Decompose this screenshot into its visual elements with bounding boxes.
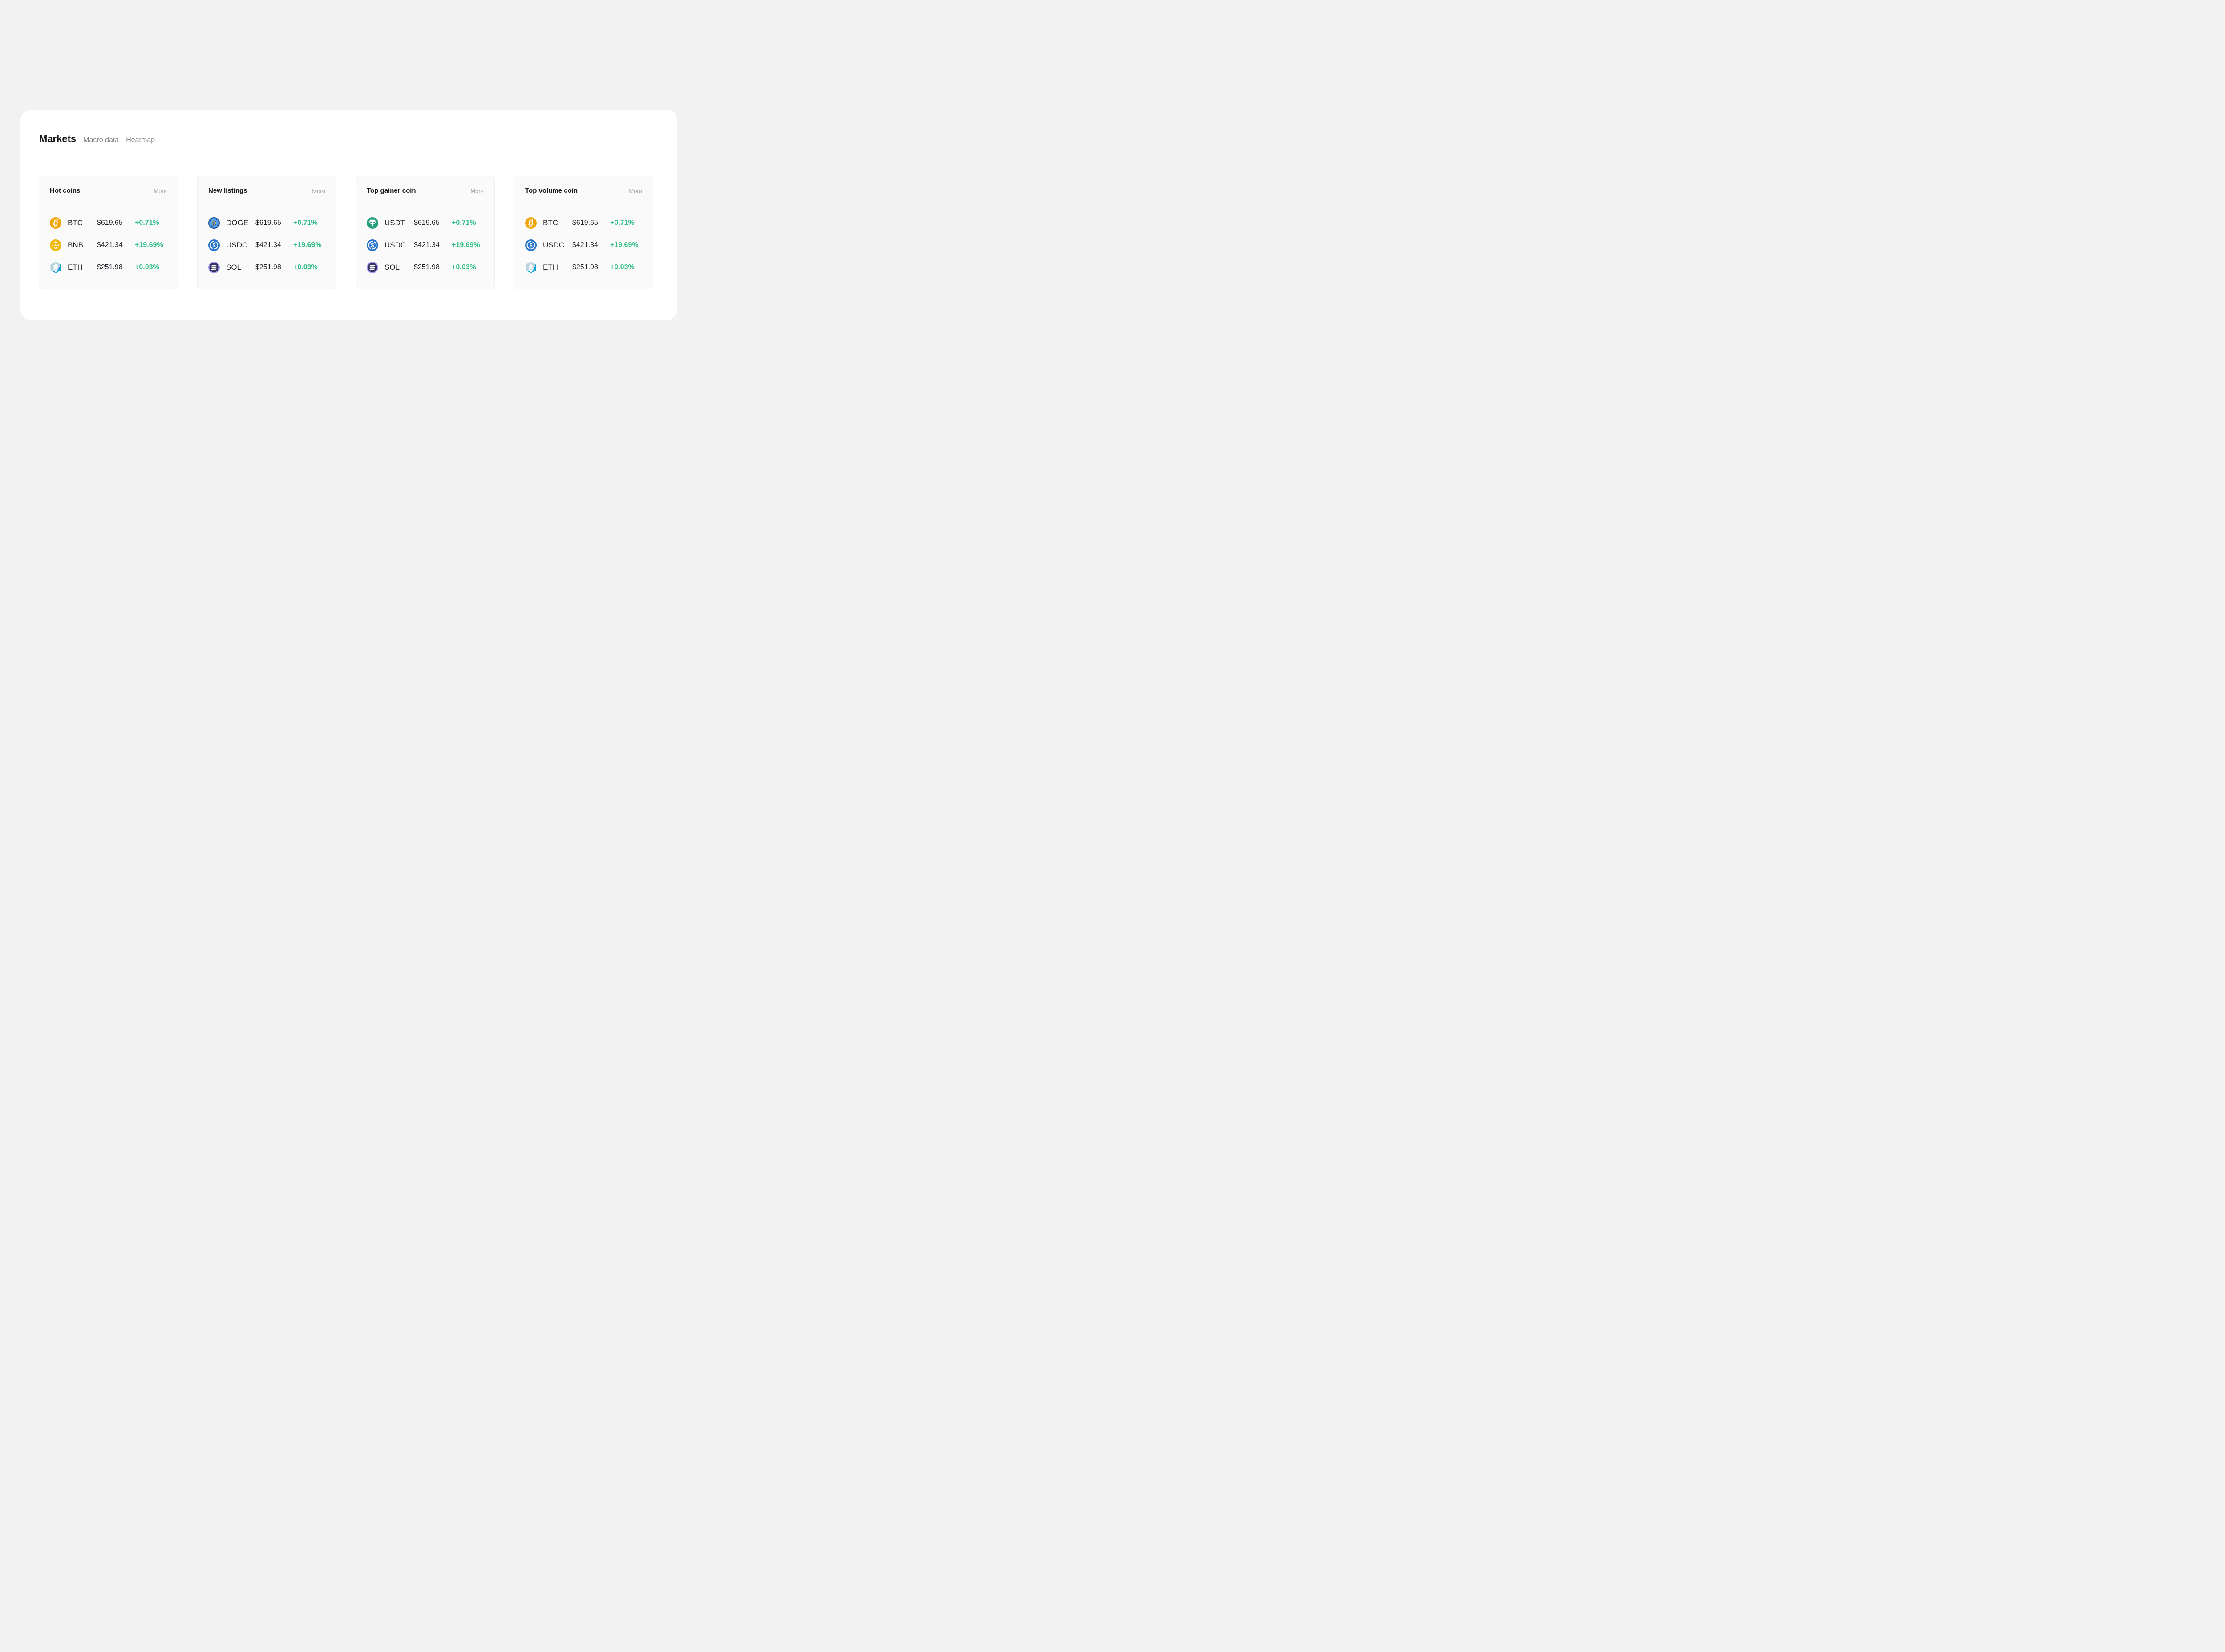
coin-change: +0.03% bbox=[452, 263, 476, 271]
coin-price: $421.34 bbox=[414, 241, 440, 249]
coin-row[interactable]: BNB $421.34 +19.69% bbox=[50, 234, 167, 256]
coin-price: $251.98 bbox=[414, 263, 440, 271]
market-cards: Hot coins More B BTC $619.65 +0.71% bbox=[20, 176, 677, 289]
svg-text:B: B bbox=[52, 219, 59, 227]
btc-icon: B bbox=[525, 217, 537, 229]
coin-row[interactable]: $ USDC $421.34 +19.69% bbox=[525, 234, 642, 256]
coin-symbol: BTC bbox=[68, 219, 83, 227]
tab-macro-data[interactable]: Macro data bbox=[83, 136, 119, 144]
usdc-icon: $ bbox=[525, 239, 537, 251]
coin-price: $421.34 bbox=[97, 241, 123, 249]
coin-change: +0.71% bbox=[135, 219, 159, 227]
card-top-gainer-coin: Top gainer coin More USDT $619.65 +0.71% bbox=[356, 176, 495, 289]
more-link[interactable]: More bbox=[312, 187, 325, 194]
coin-price: $251.98 bbox=[97, 263, 123, 271]
coin-price: $619.65 bbox=[255, 219, 281, 227]
svg-text:B: B bbox=[527, 219, 534, 227]
coin-symbol: SOL bbox=[226, 263, 242, 271]
card-title: Hot coins bbox=[50, 187, 81, 194]
card-top-volume-coin: Top volume coin More B BTC $619.65 +0.71… bbox=[514, 176, 653, 289]
coin-symbol: USDT bbox=[384, 219, 405, 227]
coin-change: +0.03% bbox=[135, 263, 159, 271]
page-title: Markets bbox=[39, 133, 77, 144]
coin-symbol: SOL bbox=[384, 263, 400, 271]
coin-symbol: DOGE bbox=[226, 219, 249, 227]
coin-row[interactable]: B BTC $619.65 +0.71% bbox=[50, 212, 167, 234]
coin-price: $421.34 bbox=[255, 241, 281, 249]
card-hot-coins: Hot coins More B BTC $619.65 +0.71% bbox=[39, 176, 178, 289]
card-new-listings: New listings More Ð DOGE $619.65 +0.71% … bbox=[197, 176, 336, 289]
coin-row[interactable]: $ USDC $421.34 +19.69% bbox=[208, 234, 325, 256]
more-link[interactable]: More bbox=[470, 187, 484, 194]
coin-change: +19.69% bbox=[135, 241, 163, 249]
more-link[interactable]: More bbox=[154, 187, 167, 194]
coin-change: +0.71% bbox=[293, 219, 318, 227]
usdc-icon: $ bbox=[208, 239, 220, 251]
tab-heatmap[interactable]: Heatmap bbox=[126, 136, 155, 144]
card-title: Top gainer coin bbox=[367, 187, 416, 194]
coin-row[interactable]: SOL $251.98 +0.03% bbox=[367, 256, 484, 279]
eth-icon bbox=[50, 262, 61, 273]
coin-price: $251.98 bbox=[572, 263, 598, 271]
svg-text:$: $ bbox=[530, 242, 533, 248]
card-title: New listings bbox=[208, 187, 247, 194]
coin-price: $251.98 bbox=[255, 263, 281, 271]
coin-symbol: USDC bbox=[384, 241, 406, 249]
coin-change: +0.71% bbox=[610, 219, 635, 227]
coin-symbol: ETH bbox=[543, 263, 558, 271]
eth-icon bbox=[526, 262, 536, 273]
bnb-icon bbox=[50, 239, 61, 251]
coin-row[interactable]: USDT $619.65 +0.71% bbox=[367, 212, 484, 234]
coin-symbol: ETH bbox=[68, 263, 83, 271]
coin-row[interactable]: B BTC $619.65 +0.71% bbox=[525, 212, 642, 234]
coin-symbol: USDC bbox=[543, 241, 565, 249]
coin-change: +0.03% bbox=[610, 263, 635, 271]
coin-symbol: BTC bbox=[543, 219, 558, 227]
coin-row[interactable]: $ USDC $421.34 +19.69% bbox=[367, 234, 484, 256]
svg-text:$: $ bbox=[213, 242, 216, 248]
coin-change: +19.69% bbox=[452, 241, 480, 249]
sol-icon bbox=[367, 262, 378, 273]
coin-change: +0.71% bbox=[452, 219, 476, 227]
coin-row[interactable]: SOL $251.98 +0.03% bbox=[208, 256, 325, 279]
markets-header: Markets Macro data Heatmap bbox=[20, 110, 677, 145]
coin-change: +19.69% bbox=[610, 241, 639, 249]
coin-price: $619.65 bbox=[572, 219, 598, 227]
coin-change: +0.03% bbox=[293, 263, 318, 271]
more-link[interactable]: More bbox=[629, 187, 642, 194]
coin-row[interactable]: ETH $251.98 +0.03% bbox=[50, 256, 167, 279]
coin-symbol: USDC bbox=[226, 241, 248, 249]
card-title: Top volume coin bbox=[525, 187, 578, 194]
btc-icon: B bbox=[50, 217, 61, 229]
sol-icon bbox=[208, 262, 220, 273]
markets-panel: Markets Macro data Heatmap Hot coins Mor… bbox=[20, 110, 677, 320]
usdt-icon bbox=[367, 217, 378, 229]
coin-price: $421.34 bbox=[572, 241, 598, 249]
coin-price: $619.65 bbox=[97, 219, 123, 227]
coin-row[interactable]: Ð DOGE $619.65 +0.71% bbox=[208, 212, 325, 234]
coin-row[interactable]: ETH $251.98 +0.03% bbox=[525, 256, 642, 279]
usdc-icon: $ bbox=[367, 239, 378, 251]
coin-price: $619.65 bbox=[414, 219, 440, 227]
svg-text:$: $ bbox=[371, 242, 374, 248]
coin-symbol: BNB bbox=[68, 241, 83, 249]
coin-change: +19.69% bbox=[293, 241, 322, 249]
doge-icon: Ð bbox=[208, 217, 220, 229]
